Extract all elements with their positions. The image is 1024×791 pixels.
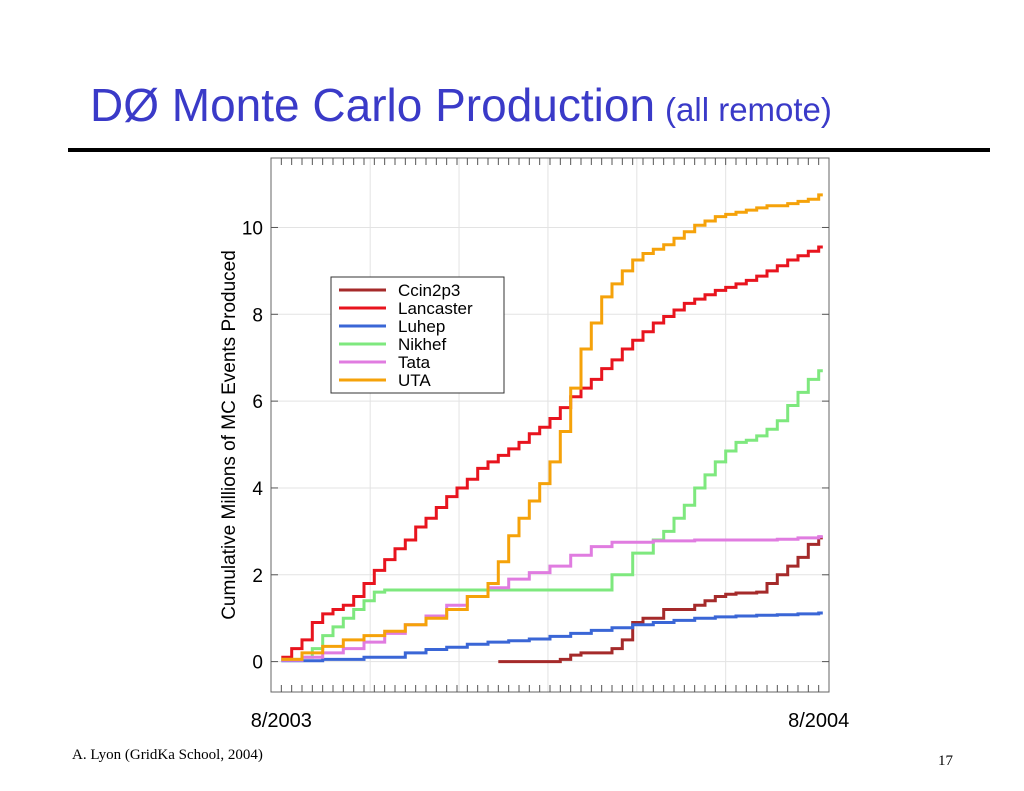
series-line-lancaster — [281, 245, 823, 659]
slide-title: DØ Monte Carlo Production (all remote) — [90, 78, 832, 132]
slide-title-main: DØ Monte Carlo Production — [90, 79, 656, 131]
series-line-nikhef — [281, 369, 823, 661]
page-number: 17 — [938, 753, 953, 769]
footer-author: A. Lyon (GridKa School, 2004) — [72, 747, 263, 763]
label-layer: 0 2 4 6 8 10 8/2003 8/2004 — [242, 218, 849, 732]
y-tick-label: 2 — [252, 566, 263, 587]
y-tick-label: 10 — [242, 218, 263, 239]
y-tick-label: 6 — [252, 392, 263, 413]
legend-label: Nikhef — [398, 335, 446, 354]
x-tick-label: 8/2004 — [788, 710, 849, 732]
series-line-luhep — [281, 611, 823, 663]
legend-label: Luhep — [398, 317, 445, 336]
series-line-ccin2p3 — [498, 536, 823, 664]
series-layer — [281, 193, 823, 664]
tick-layer — [271, 158, 829, 692]
series-line-uta — [281, 193, 823, 661]
legend-label: Lancaster — [398, 299, 473, 318]
legend-box — [330, 276, 505, 394]
y-tick-label: 8 — [252, 305, 263, 326]
y-axis-label: Cumulative Millions of MC Events Produce… — [219, 250, 240, 620]
y-tick-label: 0 — [252, 653, 263, 674]
legend-label: Ccin2p3 — [398, 281, 460, 300]
title-underline — [68, 148, 990, 152]
series-line-tata — [281, 535, 823, 662]
legend-label: Tata — [398, 353, 431, 372]
y-tick-label: 4 — [252, 479, 263, 500]
legend-label: UTA — [398, 371, 431, 390]
slide-title-sub: (all remote) — [665, 91, 832, 128]
x-tick-label: 8/2003 — [251, 710, 312, 732]
grid-layer — [271, 158, 829, 692]
